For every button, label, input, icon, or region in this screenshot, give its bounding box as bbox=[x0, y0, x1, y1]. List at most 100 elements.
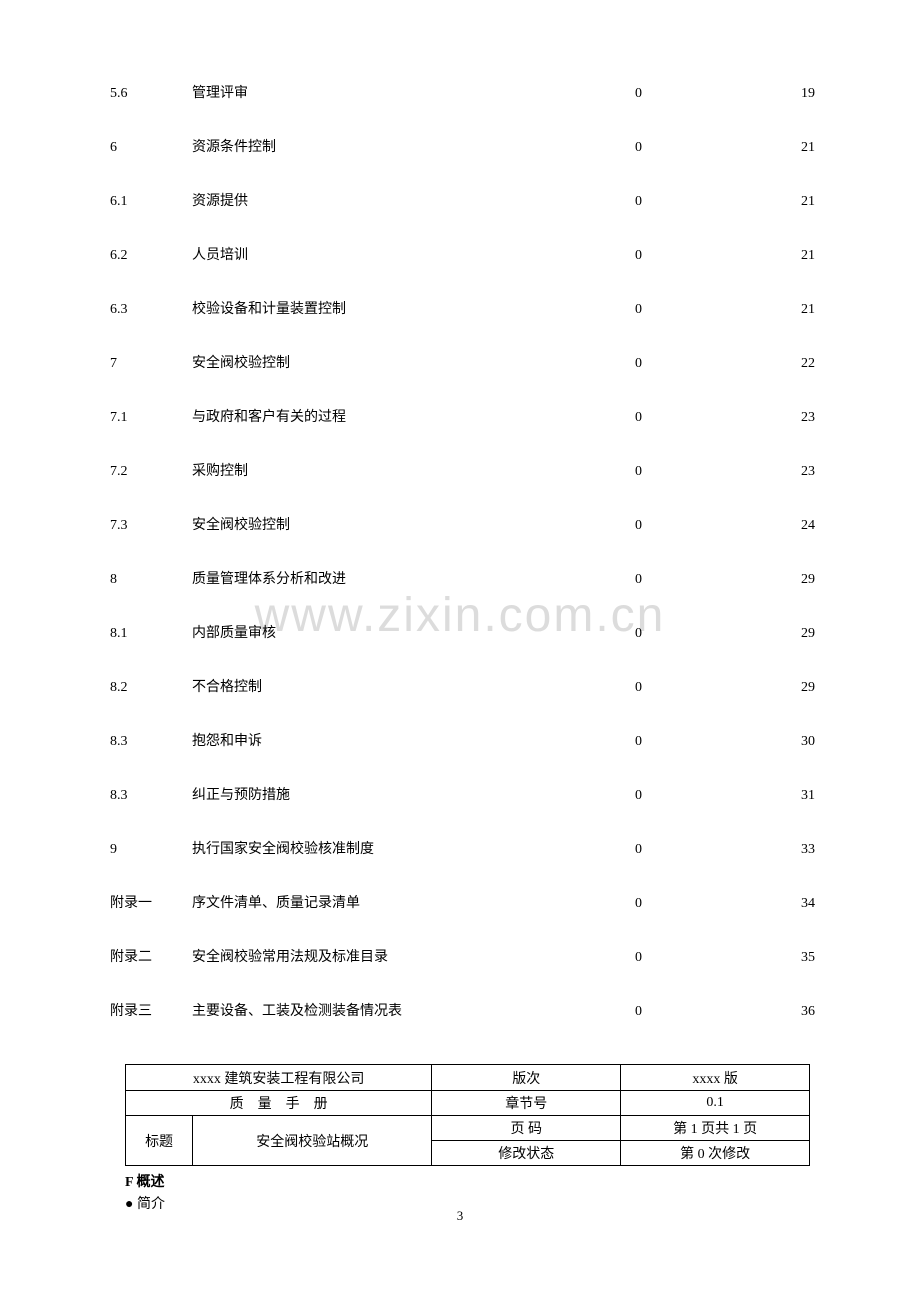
title-value-cell: 安全阀校验站概况 bbox=[193, 1116, 432, 1166]
toc-section-number: 8.3 bbox=[110, 788, 192, 804]
toc-section-title: 主要设备、工装及检测装备情况表 bbox=[192, 1000, 635, 1020]
toc-section-title: 安全阀校验控制 bbox=[192, 352, 635, 372]
toc-page: 29 bbox=[775, 572, 815, 588]
toc-row: 6.2人员培训021 bbox=[110, 244, 815, 264]
toc-section-number: 附录三 bbox=[110, 1000, 192, 1020]
page-value-cell: 第 1 页共 1 页 bbox=[621, 1116, 810, 1141]
toc-revision: 0 bbox=[635, 302, 775, 318]
toc-page: 21 bbox=[775, 194, 815, 210]
revision-label-cell: 修改状态 bbox=[432, 1141, 621, 1166]
toc-page: 31 bbox=[775, 788, 815, 804]
toc-revision: 0 bbox=[635, 572, 775, 588]
toc-section-title: 不合格控制 bbox=[192, 676, 635, 696]
toc-revision: 0 bbox=[635, 410, 775, 426]
toc-section-number: 7.1 bbox=[110, 410, 192, 426]
toc-page: 23 bbox=[775, 464, 815, 480]
toc-page: 23 bbox=[775, 410, 815, 426]
toc-row: 8.2不合格控制029 bbox=[110, 676, 815, 696]
toc-section-number: 附录二 bbox=[110, 946, 192, 966]
intro-bullet: ● 简介 bbox=[125, 1194, 815, 1216]
toc-page: 36 bbox=[775, 1004, 815, 1020]
toc-section-number: 9 bbox=[110, 842, 192, 858]
toc-section-number: 7.2 bbox=[110, 464, 192, 480]
toc-row: 8质量管理体系分析和改进029 bbox=[110, 568, 815, 588]
body-text: F 概述 ● 简介 bbox=[125, 1172, 815, 1217]
toc-page: 30 bbox=[775, 734, 815, 750]
toc-section-number: 附录一 bbox=[110, 892, 192, 912]
toc-row: 附录三主要设备、工装及检测装备情况表036 bbox=[110, 1000, 815, 1020]
toc-revision: 0 bbox=[635, 788, 775, 804]
manual-cell: 质量手册 bbox=[126, 1091, 432, 1116]
toc-row: 5.6管理评审019 bbox=[110, 82, 815, 102]
toc-section-title: 执行国家安全阀校验核准制度 bbox=[192, 838, 635, 858]
toc-section-title: 人员培训 bbox=[192, 244, 635, 264]
toc-section-number: 8 bbox=[110, 572, 192, 588]
toc-row: 9执行国家安全阀校验核准制度033 bbox=[110, 838, 815, 858]
toc-section-title: 质量管理体系分析和改进 bbox=[192, 568, 635, 588]
toc-section-number: 8.1 bbox=[110, 626, 192, 642]
toc-page: 21 bbox=[775, 140, 815, 156]
toc-revision: 0 bbox=[635, 842, 775, 858]
toc-page: 19 bbox=[775, 86, 815, 102]
toc-page: 21 bbox=[775, 248, 815, 264]
toc-section-title: 序文件清单、质量记录清单 bbox=[192, 892, 635, 912]
toc-revision: 0 bbox=[635, 356, 775, 372]
toc-revision: 0 bbox=[635, 1004, 775, 1020]
toc-section-title: 校验设备和计量装置控制 bbox=[192, 298, 635, 318]
revision-value-cell: 第 0 次修改 bbox=[621, 1141, 810, 1166]
toc-page: 35 bbox=[775, 950, 815, 966]
overview-heading: F 概述 bbox=[125, 1172, 815, 1194]
toc-section-title: 纠正与预防措施 bbox=[192, 784, 635, 804]
toc-revision: 0 bbox=[635, 626, 775, 642]
toc-row: 附录一序文件清单、质量记录清单034 bbox=[110, 892, 815, 912]
toc-section-title: 与政府和客户有关的过程 bbox=[192, 406, 635, 426]
toc-section-number: 7.3 bbox=[110, 518, 192, 534]
toc-section-title: 资源条件控制 bbox=[192, 136, 635, 156]
toc-section-number: 8.2 bbox=[110, 680, 192, 696]
toc-revision: 0 bbox=[635, 140, 775, 156]
toc-section-number: 6.2 bbox=[110, 248, 192, 264]
toc-section-number: 6.3 bbox=[110, 302, 192, 318]
toc-row: 7.2采购控制023 bbox=[110, 460, 815, 480]
edition-value-cell: xxxx 版 bbox=[621, 1065, 810, 1091]
page-label-cell: 页 码 bbox=[432, 1116, 621, 1141]
toc-row: 7安全阀校验控制022 bbox=[110, 352, 815, 372]
toc-section-number: 7 bbox=[110, 356, 192, 372]
toc-section-number: 6 bbox=[110, 140, 192, 156]
toc-row: 8.3抱怨和申诉030 bbox=[110, 730, 815, 750]
toc-section-number: 5.6 bbox=[110, 86, 192, 102]
page-content: 5.6管理评审0196资源条件控制0216.1资源提供0216.2人员培训021… bbox=[0, 0, 920, 1217]
toc-section-title: 安全阀校验常用法规及标准目录 bbox=[192, 946, 635, 966]
toc-page: 22 bbox=[775, 356, 815, 372]
toc-page: 29 bbox=[775, 626, 815, 642]
company-name-cell: xxxx 建筑安装工程有限公司 bbox=[126, 1065, 432, 1091]
toc-section-title: 安全阀校验控制 bbox=[192, 514, 635, 534]
toc-page: 33 bbox=[775, 842, 815, 858]
toc-section-title: 管理评审 bbox=[192, 82, 635, 102]
toc-row: 8.3纠正与预防措施031 bbox=[110, 784, 815, 804]
toc-page: 21 bbox=[775, 302, 815, 318]
toc-row: 7.1与政府和客户有关的过程023 bbox=[110, 406, 815, 426]
toc-section-number: 8.3 bbox=[110, 734, 192, 750]
toc-section-number: 6.1 bbox=[110, 194, 192, 210]
toc-revision: 0 bbox=[635, 464, 775, 480]
toc-row: 7.3安全阀校验控制024 bbox=[110, 514, 815, 534]
toc-row: 6资源条件控制021 bbox=[110, 136, 815, 156]
toc-row: 6.3校验设备和计量装置控制021 bbox=[110, 298, 815, 318]
toc-revision: 0 bbox=[635, 518, 775, 534]
table-of-contents: 5.6管理评审0196资源条件控制0216.1资源提供0216.2人员培训021… bbox=[110, 82, 815, 1020]
document-header-table: xxxx 建筑安装工程有限公司 版次 xxxx 版 质量手册 章节号 0.1 标… bbox=[125, 1064, 810, 1166]
toc-row: 8.1内部质量审核029 bbox=[110, 622, 815, 642]
chapter-label-cell: 章节号 bbox=[432, 1091, 621, 1116]
toc-section-title: 采购控制 bbox=[192, 460, 635, 480]
toc-row: 附录二安全阀校验常用法规及标准目录035 bbox=[110, 946, 815, 966]
toc-section-title: 抱怨和申诉 bbox=[192, 730, 635, 750]
chapter-value-cell: 0.1 bbox=[621, 1091, 810, 1116]
toc-section-title: 内部质量审核 bbox=[192, 622, 635, 642]
toc-revision: 0 bbox=[635, 194, 775, 210]
edition-label-cell: 版次 bbox=[432, 1065, 621, 1091]
title-label-cell: 标题 bbox=[126, 1116, 193, 1166]
toc-revision: 0 bbox=[635, 248, 775, 264]
toc-revision: 0 bbox=[635, 734, 775, 750]
toc-revision: 0 bbox=[635, 86, 775, 102]
